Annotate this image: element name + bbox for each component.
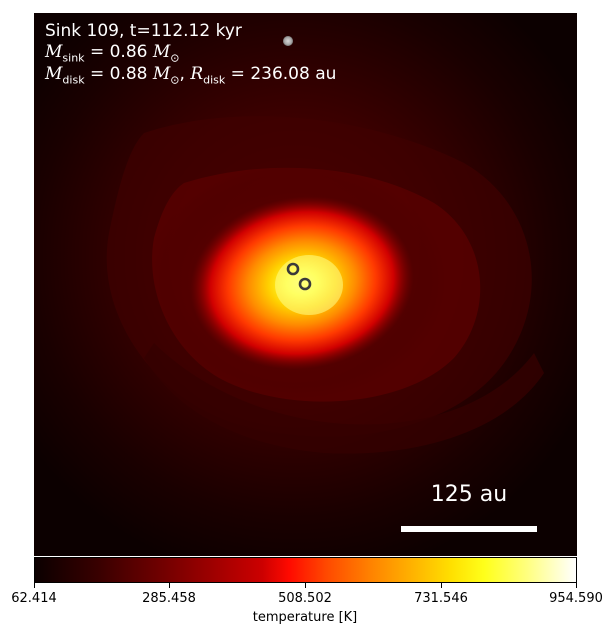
temperature-map — [34, 13, 577, 556]
colorbar-tick — [305, 583, 306, 588]
sink-mass-label: Msink = 0.86 M⊙ — [45, 42, 180, 65]
colorbar-tick-label: 731.546 — [414, 591, 468, 606]
spiral-arm — [144, 343, 544, 454]
sink-marker-1 — [286, 262, 300, 276]
colorbar-tick — [576, 583, 577, 588]
disk-properties-label: Mdisk = 0.88 M⊙, Rdisk = 236.08 au — [45, 64, 337, 87]
temperature-map-panel: Sink 109, t=112.12 kyr Msink = 0.86 M⊙ M… — [34, 13, 577, 556]
colorbar — [34, 557, 577, 583]
scale-bar-label: 125 au — [430, 482, 508, 507]
colorbar-tick-label: 508.502 — [278, 591, 332, 606]
colorbar-tick-label: 62.414 — [11, 591, 57, 606]
colorbar-label: temperature [K] — [252, 610, 358, 625]
sink-title: Sink 109, t=112.12 kyr — [45, 21, 242, 41]
sink-marker-3 — [283, 36, 293, 46]
colorbar-tick — [34, 583, 35, 588]
colorbar-tick — [441, 583, 442, 588]
colorbar-tick — [169, 583, 170, 588]
colorbar-tick-label: 285.458 — [142, 591, 196, 606]
colorbar-tick-label: 954.590 — [549, 591, 603, 606]
scale-bar — [401, 526, 537, 532]
sink-marker-2 — [298, 277, 312, 291]
